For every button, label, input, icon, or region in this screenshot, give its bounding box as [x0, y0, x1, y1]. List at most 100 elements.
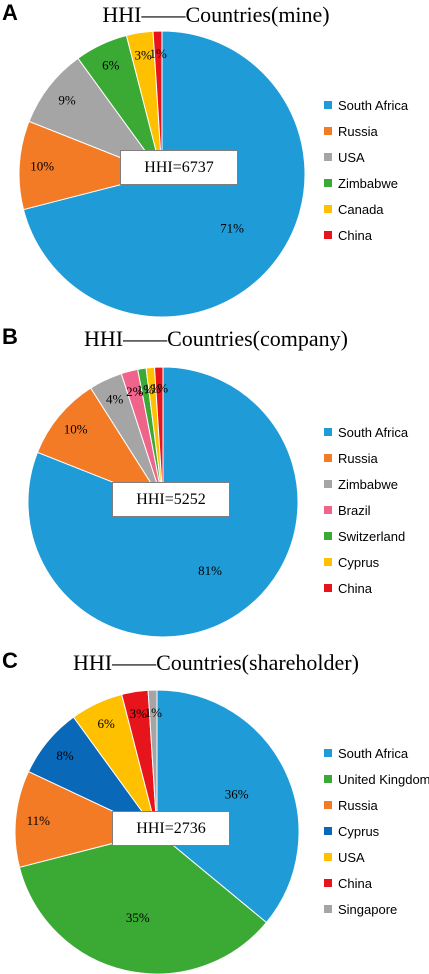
legend-item-singapore: Singapore — [324, 896, 429, 922]
data-label-china: 1% — [151, 381, 169, 396]
legend-label: South Africa — [338, 424, 409, 440]
legend-swatch — [324, 101, 332, 109]
legend-swatch — [324, 428, 332, 436]
legend-item-united-kingdom: United Kingdom — [324, 766, 429, 792]
legend-swatch — [324, 749, 332, 757]
legend-label: Cyprus — [338, 823, 380, 839]
hhi-annotation: HHI=2736 — [112, 811, 230, 846]
pie-slice-south-africa — [156, 689, 300, 924]
legend-swatch — [324, 584, 332, 592]
legend-item-cyprus: Cyprus — [324, 818, 429, 844]
legend-swatch — [324, 179, 332, 187]
legend-label: United Kingdom — [338, 771, 429, 787]
data-label-zimbabwe: 4% — [106, 391, 124, 406]
legend-swatch — [324, 801, 332, 809]
legend-label: Brazil — [338, 502, 371, 518]
hhi-annotation: HHI=6737 — [120, 150, 238, 185]
pie-slice-china — [152, 30, 163, 175]
legend: South Africa Russia USA Zimbabwe Canada China — [324, 92, 408, 248]
legend-label: Russia — [338, 797, 378, 813]
legend-swatch — [324, 153, 332, 161]
legend-swatch — [324, 454, 332, 462]
data-label-russia: 10% — [64, 422, 88, 437]
legend-label: South Africa — [338, 745, 409, 761]
pie-slice-russia — [36, 387, 165, 504]
chart-title: HHI——Countries(shareholder) — [73, 650, 359, 675]
legend-swatch — [324, 506, 332, 514]
pie-slice-russia — [18, 120, 164, 211]
legend-label: USA — [338, 849, 365, 865]
panel-letter: A — [2, 0, 18, 25]
legend-swatch — [324, 905, 332, 913]
panel-letter: C — [2, 648, 18, 673]
data-label-cyprus: 8% — [56, 748, 74, 763]
legend-label: Canada — [338, 201, 384, 217]
legend-swatch — [324, 853, 332, 861]
legend-item-china: China — [324, 575, 408, 601]
data-label-south-africa: 81% — [198, 563, 222, 578]
data-label-south-africa: 71% — [220, 220, 244, 235]
legend-swatch — [324, 480, 332, 488]
legend-item-zimbabwe: Zimbabwe — [324, 471, 408, 497]
legend-swatch — [324, 827, 332, 835]
data-label-south-africa: 36% — [225, 787, 249, 802]
legend-item-china: China — [324, 870, 429, 896]
data-label-china: 3% — [130, 706, 148, 721]
data-label-singapore: 1% — [145, 705, 163, 720]
legend-item-usa: USA — [324, 844, 429, 870]
chart-panel-b: 81% 10% 4% 2% 1% 1% 1% B HHI——Countries(compan… — [0, 324, 429, 646]
legend-label: Cyprus — [338, 554, 380, 570]
legend-label: Switzerland — [338, 528, 406, 544]
data-label-united-kingdom: 35% — [126, 910, 150, 925]
legend-item-china: China — [324, 222, 408, 248]
pie-slice-china — [153, 366, 164, 503]
legend-label: Singapore — [338, 901, 398, 917]
legend-item-switzerland: Switzerland — [324, 523, 408, 549]
data-label-canada: 3% — [135, 47, 153, 62]
legend-label: Zimbabwe — [338, 476, 398, 492]
data-label-cyprus: 1% — [144, 381, 162, 396]
data-label-switzerland: 1% — [137, 382, 155, 397]
legend: South Africa United Kingdom Russia Cyprus US… — [324, 740, 429, 922]
legend: South Africa Russia Zimbabwe Brazil Switzerl… — [324, 419, 408, 601]
legend-item-south-africa: South Africa — [324, 92, 408, 118]
legend-item-zimbabwe: Zimbabwe — [324, 170, 408, 196]
data-label-russia: 10% — [30, 158, 54, 173]
legend-item-russia: Russia — [324, 445, 408, 471]
hhi-annotation: HHI=5252 — [112, 482, 230, 517]
data-label-china: 1% — [150, 46, 168, 61]
legend-swatch — [324, 231, 332, 239]
legend-swatch — [324, 205, 332, 213]
legend-item-cyprus: Cyprus — [324, 549, 408, 575]
legend-swatch — [324, 879, 332, 887]
chart-title: HHI——Countries(company) — [84, 326, 348, 351]
data-label-zimbabwe: 6% — [102, 57, 120, 72]
chart-title: HHI——Countries(mine) — [102, 2, 330, 27]
legend-item-brazil: Brazil — [324, 497, 408, 523]
legend-item-canada: Canada — [324, 196, 408, 222]
legend-item-russia: Russia — [324, 792, 429, 818]
legend-label: Russia — [338, 450, 378, 466]
legend-label: South Africa — [338, 97, 409, 113]
pie-slice-singapore — [147, 689, 158, 833]
legend-item-russia: Russia — [324, 118, 408, 144]
data-label-usa: 6% — [98, 716, 116, 731]
legend-swatch — [324, 558, 332, 566]
pie-slice-usa — [28, 57, 164, 176]
chart-panel-c: 36% 35% 11% 8% 6% 3% 1% C HHI——Countries(share… — [0, 648, 429, 974]
chart-panel-a: 71% 10% 9% 6% 3% 1% A HHI——Countries(mine) HH… — [0, 0, 429, 322]
data-label-brazil: 2% — [126, 384, 144, 399]
legend-swatch — [324, 775, 332, 783]
legend-item-usa: USA — [324, 144, 408, 170]
legend-label: China — [338, 875, 372, 891]
legend-label: China — [338, 580, 372, 596]
legend-label: China — [338, 227, 372, 243]
legend-label: USA — [338, 149, 365, 165]
legend-swatch — [324, 532, 332, 540]
data-label-usa: 9% — [58, 92, 76, 107]
legend-item-south-africa: South Africa — [324, 419, 408, 445]
legend-label: Zimbabwe — [338, 175, 398, 191]
data-label-russia: 11% — [27, 813, 51, 828]
panel-letter: B — [2, 324, 18, 349]
pie-slice-united-kingdom — [18, 831, 268, 974]
